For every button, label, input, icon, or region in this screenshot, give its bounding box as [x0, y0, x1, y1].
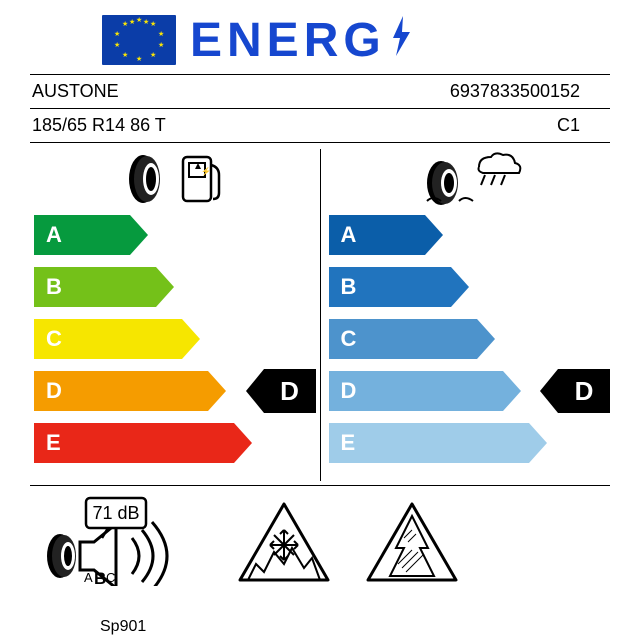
rating-bar-B: B	[34, 267, 312, 307]
svg-text:A: A	[84, 570, 93, 585]
wet-bars: ABCDDE	[329, 215, 607, 463]
rating-indicator: D	[264, 369, 316, 413]
rating-bar-label: B	[341, 267, 357, 307]
svg-text:C: C	[106, 570, 115, 585]
rating-bar-E: E	[34, 423, 312, 463]
fuel-panel: ⚡ ABCDDE	[30, 149, 316, 481]
vertical-divider	[320, 149, 321, 481]
rating-indicator: D	[558, 369, 610, 413]
svg-text:⚡: ⚡	[201, 166, 211, 176]
rating-bar-label: C	[341, 319, 357, 359]
eu-tyre-label: ★ ★ ★ ★ ★ ★ ★ ★ ★ ★ ★ ★ ENERG AUSTONE 69…	[0, 0, 640, 640]
brand-row: AUSTONE 6937833500152	[30, 77, 610, 106]
separator	[30, 108, 610, 109]
rating-bar-B: B	[329, 267, 607, 307]
rating-bar-label: D	[341, 371, 357, 411]
wet-panel: ABCDDE	[325, 149, 611, 481]
footer-icons: 71 dB A B C	[30, 494, 610, 586]
header: ★ ★ ★ ★ ★ ★ ★ ★ ★ ★ ★ ★ ENERG	[102, 12, 610, 68]
snowflake-icon	[234, 498, 334, 586]
fuel-icon: ⚡	[34, 149, 312, 211]
size-row: 185/65 R14 86 T C1	[30, 111, 610, 140]
rating-bar-label: A	[46, 215, 62, 255]
wet-icon	[329, 149, 607, 211]
energy-title: ENERG	[190, 12, 416, 68]
eu-flag-icon: ★ ★ ★ ★ ★ ★ ★ ★ ★ ★ ★ ★	[102, 15, 176, 65]
rating-bar-C: C	[34, 319, 312, 359]
rating-bar-label: E	[46, 423, 61, 463]
svg-text:B: B	[94, 569, 106, 586]
rating-bar-D: DD	[34, 371, 312, 411]
rating-bar-D: DD	[329, 371, 607, 411]
rating-bar-label: C	[46, 319, 62, 359]
fuel-bars: ABC DD E	[34, 215, 312, 463]
separator	[30, 485, 610, 488]
tyre-size: 185/65 R14 86 T	[32, 115, 166, 136]
rating-panels: ⚡ ABCDDE	[30, 149, 610, 481]
rating-bar-A: A	[329, 215, 607, 255]
ean: 6937833500152	[450, 81, 580, 102]
rating-bar-label: A	[341, 215, 357, 255]
ice-grip-icon	[362, 498, 462, 586]
rating-bar-A: A	[34, 215, 312, 255]
rating-bar-label: D	[46, 371, 62, 411]
noise-icon: 71 dB A B C	[36, 494, 206, 586]
rating-bar-label: B	[46, 267, 62, 307]
separator	[30, 74, 610, 75]
class-code: C1	[557, 115, 580, 136]
rating-bar-label: E	[341, 423, 356, 463]
rating-bar-C: C	[329, 319, 607, 359]
separator	[30, 142, 610, 143]
model-name: Sp901	[100, 618, 146, 636]
bolt-icon	[386, 14, 416, 70]
brand: AUSTONE	[32, 81, 119, 102]
svg-text:71 dB: 71 dB	[92, 503, 139, 523]
rating-bar-E: E	[329, 423, 607, 463]
